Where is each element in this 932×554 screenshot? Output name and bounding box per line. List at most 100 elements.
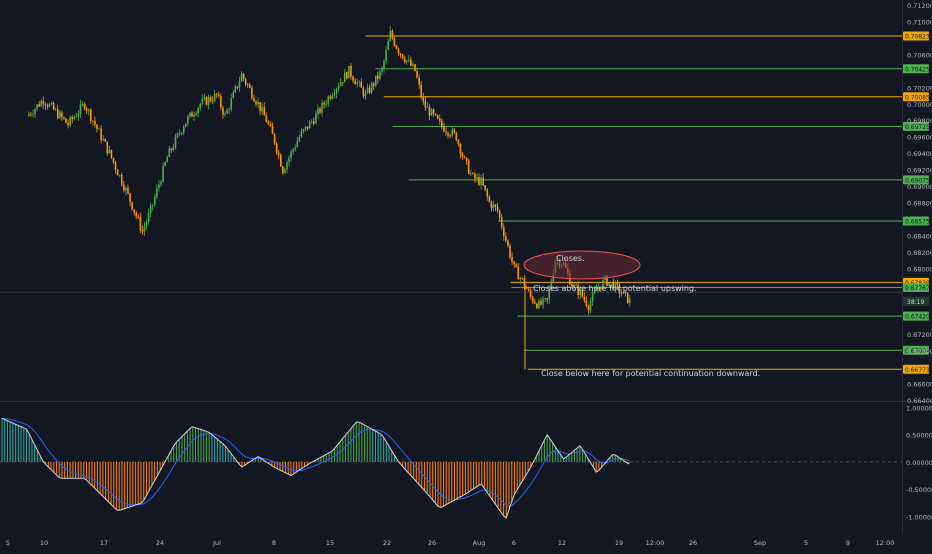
price-tick-label: 0.70000 [907, 101, 932, 109]
candle-body [294, 147, 297, 150]
candle-body [502, 227, 505, 237]
candle-body [240, 73, 243, 82]
candle-body [282, 166, 284, 174]
candle-body [265, 115, 268, 123]
candle-body [331, 95, 334, 99]
candle-body [253, 97, 255, 102]
price-tick-label: 0.71000 [907, 18, 932, 26]
candle-body [480, 177, 482, 185]
candle-body [34, 108, 36, 115]
level-tag-0.70425 [903, 64, 929, 74]
candle-body [348, 65, 350, 79]
candle-body [269, 124, 272, 127]
candle-body [412, 64, 414, 66]
candle-body [536, 303, 538, 308]
candle-body [96, 124, 98, 129]
candle-body [618, 284, 621, 294]
candle-body [600, 287, 602, 289]
candle-body [184, 123, 187, 127]
candle-body [447, 132, 449, 136]
candle-body [356, 82, 358, 85]
candle-body [587, 305, 590, 311]
candle-body [341, 82, 344, 83]
candle-body [492, 204, 495, 209]
price-tick-label: 0.68400 [907, 232, 932, 240]
candle-body [624, 291, 627, 293]
candle-body [465, 157, 468, 161]
price-tick-label: 0.67000 [907, 348, 932, 356]
candle-body [30, 114, 32, 115]
level-tag-text: 0.67767 [905, 285, 930, 292]
candle-body [626, 292, 629, 304]
candle-body [397, 48, 400, 54]
candle-body [337, 86, 340, 89]
candle-body [215, 93, 218, 95]
candle-body [459, 143, 462, 154]
candle-body [377, 75, 379, 79]
candle-body [236, 86, 239, 88]
level-tag-text: 0.66773 [905, 367, 930, 374]
candle-body [319, 108, 321, 113]
candle-body [94, 120, 96, 125]
level-tag-text: 0.69725 [905, 124, 930, 131]
level-tag-0.68575 [903, 216, 929, 226]
time-tick-label: Sep [754, 539, 766, 547]
candle-body [114, 162, 117, 170]
candle-body [585, 299, 588, 306]
current-price-tag [903, 296, 929, 306]
candle-body [505, 236, 507, 241]
candle-body [472, 172, 474, 174]
annotation-downward: Close below here for potential continuat… [541, 369, 760, 378]
candle-body [577, 285, 579, 295]
candle-body [500, 217, 503, 228]
candle-body [474, 173, 476, 179]
candle-body [189, 112, 191, 117]
candle-body [277, 152, 280, 155]
price-tick-label: 0.71200 [907, 2, 932, 10]
price-tick-label: 0.67200 [907, 331, 932, 339]
candle-body [494, 204, 497, 207]
candle-body [296, 141, 299, 148]
level-tag-0.66773 [903, 364, 929, 374]
candle-body [443, 126, 445, 132]
candle-body [335, 88, 338, 94]
candle-body [608, 282, 610, 286]
candle-body [230, 98, 233, 110]
candle-body [28, 114, 30, 117]
candle-body [255, 101, 257, 105]
candle-body [482, 177, 484, 186]
candle-body [257, 102, 259, 105]
candle-body [393, 38, 396, 46]
candle-body [325, 103, 328, 105]
candle-body [193, 115, 195, 117]
candle-body [449, 135, 451, 137]
time-tick-label: 12:00 [876, 539, 895, 547]
candle-body [531, 296, 534, 302]
time-tick-label: 22 [383, 539, 391, 547]
candle-body [352, 76, 354, 81]
candle-body [426, 106, 429, 108]
candle-body [116, 169, 119, 176]
candle-body [610, 281, 612, 283]
candle-body [106, 141, 109, 154]
candle-body [154, 196, 156, 205]
candle-body [275, 143, 278, 153]
candle-body [135, 212, 138, 217]
candle-body [628, 298, 631, 304]
candle-body [207, 97, 210, 105]
candle-body [441, 120, 443, 127]
candle-body [164, 162, 166, 166]
candle-body [339, 82, 342, 87]
candle-body [525, 286, 528, 290]
candle-body [267, 122, 270, 125]
candle-body [418, 77, 420, 85]
signal-line [1, 417, 630, 507]
candle-body [476, 177, 478, 179]
candle-body [430, 109, 433, 116]
candle-body [73, 117, 76, 120]
candle-body [323, 102, 325, 105]
candle-body [50, 103, 53, 105]
candle-body [622, 291, 625, 294]
